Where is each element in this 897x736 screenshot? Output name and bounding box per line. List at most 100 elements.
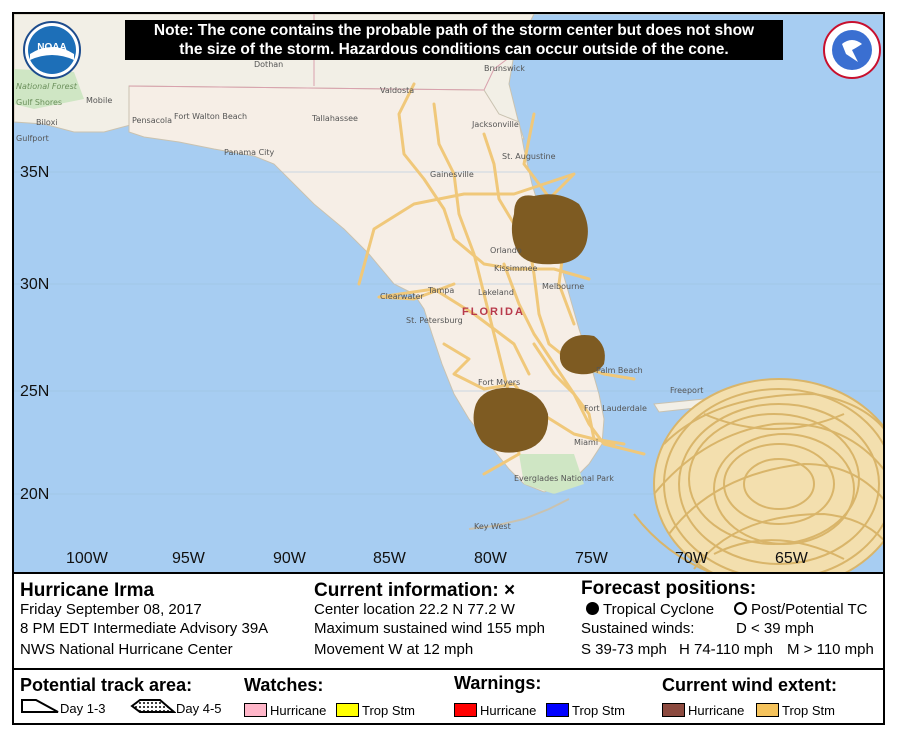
- city-brunswick: Brunswick: [484, 64, 525, 73]
- lon-label-95w: 95W: [172, 550, 205, 567]
- current-info-heading-text: Current information:: [314, 580, 499, 601]
- nws-logo-icon: [823, 21, 881, 79]
- storm-center: NWS National Hurricane Center: [20, 641, 233, 658]
- map-frame: Note: The cone contains the probable pat…: [12, 12, 885, 725]
- city-pensacola: Pensacola: [132, 116, 173, 125]
- wind-blobs: [473, 194, 605, 453]
- state-label-florida: FLORIDA: [462, 306, 525, 318]
- legend-track-heading: Potential track area:: [20, 675, 193, 695]
- city-gulf-shores: Gulf Shores: [16, 98, 63, 107]
- forecast-tropical-text: Tropical Cyclone: [603, 601, 715, 618]
- storm-name: Hurricane Irma: [20, 580, 155, 601]
- lat-label-30n: 30N: [20, 276, 50, 293]
- lat-label-35n: 35N: [20, 164, 50, 181]
- legend-warnings-heading: Warnings:: [454, 673, 542, 693]
- storm-advisory: 8 PM EDT Intermediate Advisory 39A: [20, 620, 269, 637]
- legend-wind-heading: Current wind extent:: [662, 675, 838, 695]
- city-lakeland: Lakeland: [478, 288, 514, 297]
- lon-label-75w: 75W: [575, 550, 608, 567]
- city-valdosta: Valdosta: [380, 86, 415, 95]
- warn-tropstm-swatch: [546, 703, 569, 717]
- city-fort-myers: Fort Myers: [478, 378, 521, 387]
- city-dothan: Dothan: [254, 60, 284, 69]
- forecast-post-text: Post/Potential TC: [751, 601, 868, 618]
- current-location: Center location 22.2 N 77.2 W: [314, 601, 515, 618]
- city-panama-city: Panama City: [224, 148, 275, 157]
- label-national-forest: National Forest: [16, 82, 77, 91]
- city-key-west: Key West: [474, 522, 511, 531]
- legend-day45: Day 4-5: [176, 701, 222, 716]
- forecast-tropical: Tropical Cyclone: [586, 601, 714, 619]
- city-everglades: Everglades National Park: [514, 474, 614, 483]
- watch-hurricane-swatch: [244, 703, 267, 717]
- city-freeport: Freeport: [670, 386, 704, 395]
- city-fort-walton-beach: Fort Walton Beach: [174, 112, 248, 121]
- wind-hurricane-label: Hurricane: [688, 703, 745, 718]
- warn-hurricane-label: Hurricane: [480, 703, 537, 718]
- noaa-logo-text: NOAA: [37, 42, 66, 53]
- lat-label-20n: 20N: [20, 486, 50, 503]
- city-biloxi: Biloxi: [36, 118, 58, 127]
- city-kissimmee: Kissimmee: [494, 264, 538, 273]
- city-orlando: Orlando: [490, 246, 522, 255]
- warn-hurricane-swatch: [454, 703, 477, 717]
- panel-divider-bottom: [14, 668, 883, 670]
- cone-note-line1: Note: The cone contains the probable pat…: [153, 22, 755, 39]
- city-jacksonville: Jacksonville: [472, 120, 519, 129]
- storm-date: Friday September 08, 2017: [20, 601, 202, 618]
- city-mobile: Mobile: [86, 96, 113, 105]
- forecast-h-range: H 74-110 mph: [679, 641, 773, 658]
- city-gainesville: Gainesville: [430, 170, 474, 179]
- florida-keys: [468, 498, 570, 530]
- tropical-cyclone-dot-icon: [586, 602, 599, 615]
- watch-hurricane-label: Hurricane: [270, 703, 327, 718]
- city-palm-beach: Palm Beach: [596, 366, 643, 375]
- current-movement: Movement W at 12 mph: [314, 641, 474, 658]
- day13-cone-icon: [21, 699, 59, 713]
- watch-tropstm-swatch: [336, 703, 359, 717]
- wind-tropstm-swatch: [756, 703, 779, 717]
- day45-cone-icon: [130, 699, 176, 713]
- lon-label-100w: 100W: [66, 550, 108, 567]
- everglades-area: [519, 454, 584, 494]
- forecast-heading: Forecast positions:: [581, 578, 757, 599]
- city-tallahassee: Tallahassee: [312, 114, 358, 123]
- post-tc-circle-icon: [734, 602, 747, 615]
- current-wind: Maximum sustained wind 155 mph: [314, 620, 545, 637]
- lon-label-70w: 70W: [675, 550, 708, 567]
- watch-tropstm-label: Trop Stm: [362, 703, 415, 718]
- wind-blob-southwest: [473, 387, 549, 453]
- current-position-x-icon: ×: [504, 580, 516, 601]
- city-tampa: Tampa: [428, 286, 455, 295]
- lon-label-90w: 90W: [273, 550, 306, 567]
- city-st-petersburg: St. Petersburg: [406, 316, 463, 325]
- noodle-ball: [633, 378, 883, 574]
- map-canvas: [14, 14, 883, 574]
- panel-divider-top: [14, 572, 883, 574]
- forecast-sustained: Sustained winds:: [581, 620, 695, 637]
- wind-blob-central-east: [511, 194, 588, 265]
- cone-note-line2: the size of the storm. Hazardous conditi…: [179, 41, 729, 58]
- wind-tropstm-label: Trop Stm: [782, 703, 835, 718]
- cone-note: Note: The cone contains the probable pat…: [125, 20, 783, 60]
- lon-label-65w: 65W: [775, 550, 808, 567]
- wind-blob-palm-beach: [559, 335, 605, 375]
- lon-label-80w: 80W: [474, 550, 507, 567]
- forecast-post: Post/Potential TC: [734, 601, 867, 619]
- city-st-augustine: St. Augustine: [502, 152, 556, 161]
- legend-day13: Day 1-3: [60, 701, 106, 716]
- forest-area: [14, 69, 84, 109]
- legend-watches-heading: Watches:: [244, 675, 324, 695]
- city-melbourne: Melbourne: [542, 282, 585, 291]
- forecast-m-range: M > 110 mph: [787, 641, 874, 658]
- city-gulfport: Gulfport: [16, 134, 49, 143]
- lat-label-25n: 25N: [20, 383, 50, 400]
- city-clearwater: Clearwater: [380, 292, 424, 301]
- noaa-logo-icon: NOAA: [23, 21, 81, 79]
- city-fort-lauderdale: Fort Lauderdale: [584, 404, 647, 413]
- current-info-heading: Current information: ×: [314, 580, 515, 602]
- forecast-d-range: D < 39 mph: [736, 620, 814, 637]
- warn-tropstm-label: Trop Stm: [572, 703, 625, 718]
- city-miami: Miami: [574, 438, 599, 447]
- wind-hurricane-swatch: [662, 703, 685, 717]
